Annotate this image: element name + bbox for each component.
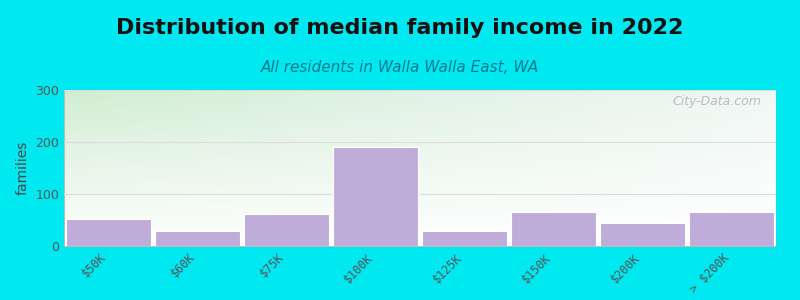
Bar	[334, 147, 418, 246]
Bar	[422, 231, 506, 246]
Bar	[511, 212, 596, 246]
Bar	[690, 212, 774, 246]
Text: City-Data.com: City-Data.com	[673, 95, 762, 108]
Text: All residents in Walla Walla East, WA: All residents in Walla Walla East, WA	[261, 60, 539, 75]
Text: Distribution of median family income in 2022: Distribution of median family income in …	[116, 18, 684, 38]
Bar	[66, 219, 150, 246]
Bar	[244, 214, 329, 246]
Bar	[600, 223, 685, 246]
Bar	[155, 231, 240, 246]
Y-axis label: families: families	[16, 141, 30, 195]
